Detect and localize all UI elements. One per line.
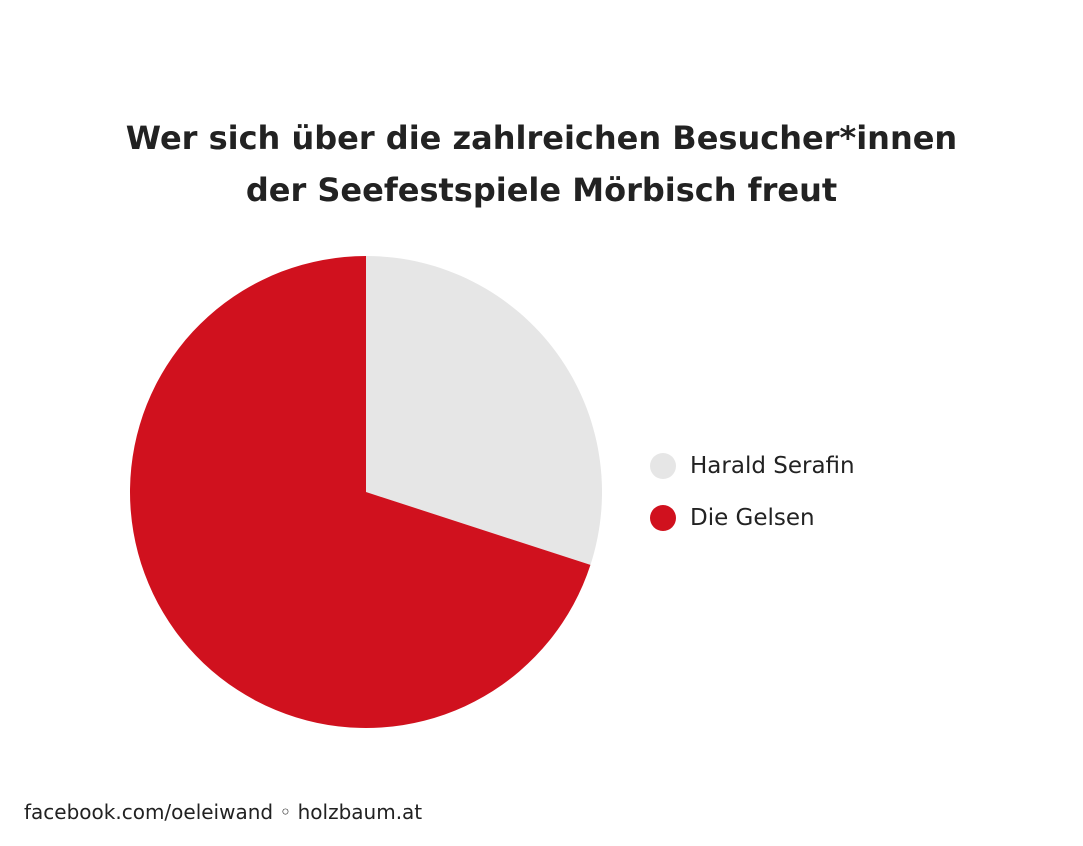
chart-title-line-2: der Seefestspiele Mörbisch freut bbox=[245, 171, 838, 209]
footer-credit: facebook.com/oeleiwand ◦ holzbaum.at bbox=[24, 800, 423, 824]
chart-title: Wer sich über die zahlreichen Besucher*i… bbox=[0, 112, 1083, 216]
pie-slice-harald-serafin bbox=[366, 256, 602, 565]
chart-title-line-1: Wer sich über die zahlreichen Besucher*i… bbox=[125, 119, 958, 157]
legend-label: Harald Serafin bbox=[690, 453, 855, 479]
legend-item-harald-serafin: Harald Serafin bbox=[650, 453, 855, 479]
legend-swatch bbox=[650, 453, 676, 479]
legend-swatch bbox=[650, 505, 676, 531]
legend-item-die-gelsen: Die Gelsen bbox=[650, 505, 815, 531]
pie-slice-die-gelsen bbox=[130, 256, 591, 728]
legend-label: Die Gelsen bbox=[690, 505, 815, 531]
